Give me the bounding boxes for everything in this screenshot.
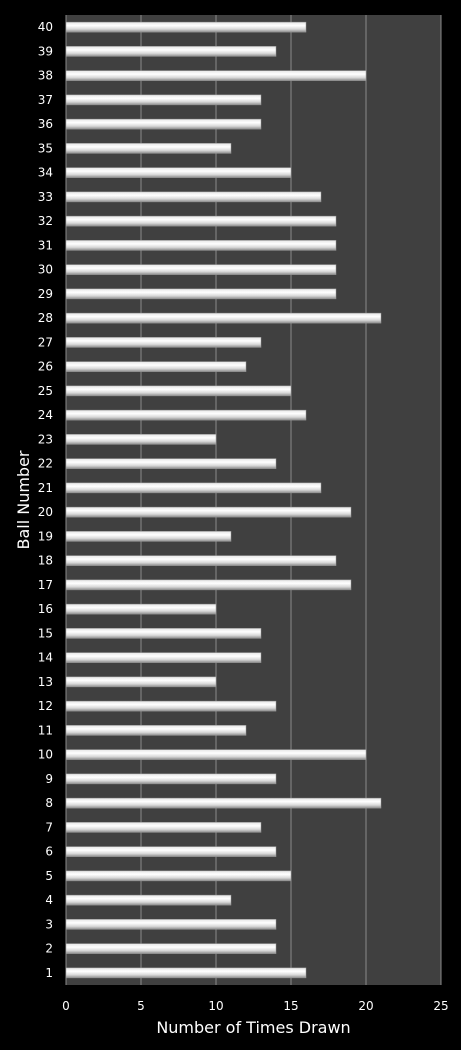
- bar-ball-6: [65, 846, 277, 857]
- y-tick-label: 4: [45, 893, 53, 907]
- y-tick-label: 26: [38, 360, 53, 374]
- bar-ball-35: [65, 143, 232, 154]
- y-tick-label: 19: [38, 529, 53, 543]
- y-tick-label: 10: [38, 748, 53, 762]
- y-tick-label: 3: [45, 917, 53, 931]
- bar-ball-8: [65, 797, 382, 809]
- y-tick-label: 22: [38, 457, 53, 471]
- y-tick-label: 13: [38, 675, 53, 689]
- bar-ball-12: [65, 700, 277, 712]
- plot-area: [66, 15, 441, 985]
- bar-ball-5: [65, 870, 292, 882]
- y-axis-title: Ball Number: [14, 450, 33, 549]
- bar-ball-26: [65, 361, 247, 372]
- bar-ball-24: [65, 409, 307, 421]
- y-tick-label: 8: [45, 796, 53, 810]
- y-tick-label: 27: [38, 335, 53, 349]
- bar-ball-31: [65, 240, 337, 251]
- y-tick-label: 7: [45, 820, 53, 834]
- bar-ball-27: [65, 337, 262, 348]
- y-tick-label: 18: [38, 554, 53, 568]
- bar-ball-21: [65, 482, 322, 494]
- bar-ball-28: [65, 312, 382, 324]
- bar-ball-40: [65, 21, 307, 33]
- bar-ball-11: [65, 725, 247, 736]
- bar-ball-1: [65, 967, 307, 979]
- bars: [65, 21, 382, 979]
- bar-ball-34: [65, 167, 292, 178]
- bar-ball-9: [65, 773, 277, 785]
- bar-ball-32: [65, 215, 337, 227]
- bar-ball-14: [65, 652, 262, 663]
- bar-ball-25: [65, 385, 292, 397]
- y-tick-label: 17: [38, 578, 53, 592]
- y-tick-label: 15: [38, 626, 53, 640]
- y-tick-label: 20: [38, 505, 53, 519]
- bar-ball-16: [65, 603, 217, 615]
- y-tick-label: 32: [38, 214, 53, 228]
- bar-ball-20: [65, 506, 352, 518]
- y-tick-label: 9: [45, 772, 53, 786]
- bar-ball-19: [65, 531, 232, 542]
- y-tick-label: 29: [38, 287, 53, 301]
- bar-ball-18: [65, 555, 337, 566]
- y-tick-label: 5: [45, 869, 53, 883]
- x-tick-labels: 0 5 10 15 20 25: [62, 999, 448, 1013]
- y-tick-label: 1: [45, 966, 53, 980]
- bar-ball-2: [65, 943, 277, 954]
- y-tick-labels: 1234567891011121314151617181920212223242…: [38, 20, 53, 980]
- y-tick-label: 38: [38, 69, 53, 83]
- bar-ball-15: [65, 628, 262, 639]
- y-tick-label: 24: [38, 408, 53, 422]
- y-tick-label: 25: [38, 384, 53, 398]
- y-tick-label: 2: [45, 942, 53, 956]
- x-tick-label: 15: [283, 999, 298, 1013]
- x-tick-label: 0: [62, 999, 70, 1013]
- y-tick-label: 11: [38, 723, 53, 737]
- x-tick-label: 5: [137, 999, 145, 1013]
- bar-ball-7: [65, 822, 262, 833]
- y-tick-label: 30: [38, 263, 53, 277]
- x-axis-title: Number of Times Drawn: [156, 1018, 350, 1037]
- bar-ball-38: [65, 70, 367, 81]
- y-tick-label: 28: [38, 311, 53, 325]
- bar-ball-13: [65, 676, 217, 688]
- x-tick-label: 20: [358, 999, 373, 1013]
- bar-ball-17: [65, 579, 352, 591]
- y-tick-label: 23: [38, 432, 53, 446]
- bar-ball-4: [65, 894, 232, 906]
- bar-ball-37: [65, 94, 262, 106]
- bar-ball-36: [65, 118, 262, 130]
- bar-ball-39: [65, 46, 277, 57]
- y-tick-label: 12: [38, 699, 53, 713]
- y-tick-label: 14: [38, 651, 53, 665]
- y-tick-label: 39: [38, 44, 53, 58]
- y-tick-label: 6: [45, 845, 53, 859]
- bar-ball-30: [65, 264, 337, 275]
- y-tick-label: 33: [38, 190, 53, 204]
- x-tick-label: 10: [208, 999, 223, 1013]
- y-tick-label: 36: [38, 117, 53, 131]
- bar-ball-10: [65, 749, 367, 760]
- x-tick-label: 25: [433, 999, 448, 1013]
- y-tick-label: 34: [38, 166, 53, 180]
- bar-ball-33: [65, 191, 322, 203]
- bar-ball-3: [65, 919, 277, 930]
- bar-ball-23: [65, 434, 217, 445]
- bar-ball-29: [65, 288, 337, 300]
- y-tick-label: 40: [38, 20, 53, 34]
- y-tick-label: 16: [38, 602, 53, 616]
- y-tick-label: 31: [38, 238, 53, 252]
- y-tick-label: 35: [38, 141, 53, 155]
- y-tick-label: 37: [38, 93, 53, 107]
- y-tick-label: 21: [38, 481, 53, 495]
- bar-ball-22: [65, 458, 277, 469]
